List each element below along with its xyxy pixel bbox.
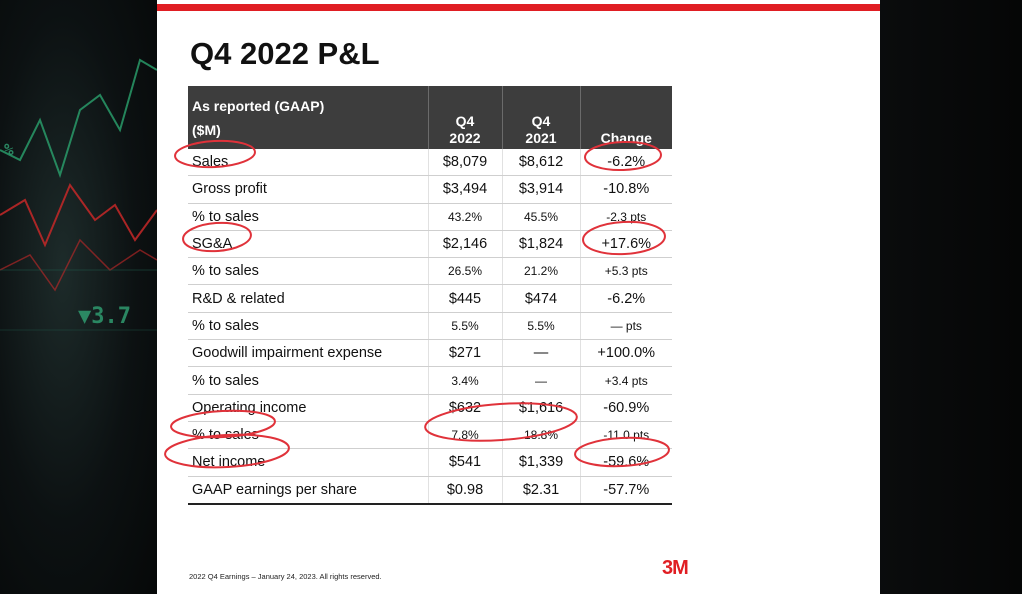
cell-change: -60.9% bbox=[579, 394, 672, 422]
cell-q4-2022: 5.5% bbox=[427, 312, 502, 341]
table-row: % to sales 26.5% 21.2% +5.3 pts bbox=[188, 257, 672, 286]
table-row: Operating income $632 $1,616 -60.9% bbox=[188, 394, 672, 422]
header-change: Change bbox=[579, 86, 672, 149]
cell-change: +100.0% bbox=[579, 339, 672, 368]
cell-change: -6.2% bbox=[579, 149, 672, 177]
row-label: % to sales bbox=[188, 421, 428, 450]
row-label: R&D & related bbox=[188, 284, 428, 313]
header-q4-2021: Q4 2021 bbox=[501, 86, 580, 149]
cell-q4-2021: $3,914 bbox=[501, 175, 580, 204]
cell-q4-2021: $1,616 bbox=[501, 394, 580, 422]
cell-change: -59.6% bbox=[579, 448, 672, 477]
row-label: Goodwill impairment expense bbox=[188, 339, 428, 368]
table-row: Sales $8,079 $8,612 -6.2% bbox=[188, 149, 672, 177]
table-row: % to sales 43.2% 45.5% -2.3 pts bbox=[188, 203, 672, 231]
row-label: % to sales bbox=[188, 257, 428, 286]
cell-change: -57.7% bbox=[579, 476, 672, 505]
row-label: Operating income bbox=[188, 394, 428, 422]
cell-q4-2022: $3,494 bbox=[427, 175, 502, 204]
row-label: Net income bbox=[188, 448, 428, 477]
cell-q4-2022: $541 bbox=[427, 448, 502, 477]
table-row: Net income $541 $1,339 -59.6% bbox=[188, 448, 672, 477]
cell-q4-2021: 21.2% bbox=[501, 257, 580, 286]
pl-table: As reported (GAAP) ($M) Q4 2022 Q4 2021 … bbox=[188, 86, 672, 505]
cell-q4-2022: $445 bbox=[427, 284, 502, 313]
3m-logo: 3M bbox=[662, 557, 689, 579]
table-row: % to sales 5.5% 5.5% — pts bbox=[188, 312, 672, 341]
row-label: SG&A bbox=[188, 230, 428, 259]
header-label-cell: As reported (GAAP) ($M) bbox=[188, 86, 428, 149]
cell-q4-2021: 18.8% bbox=[501, 421, 580, 450]
row-label: Sales bbox=[188, 149, 428, 177]
table-row: SG&A $2,146 $1,824 +17.6% bbox=[188, 230, 672, 259]
header-q4-2021-line1: Q4 bbox=[531, 113, 551, 129]
cell-q4-2022: 26.5% bbox=[427, 257, 502, 286]
background-percent-text: % bbox=[4, 140, 14, 159]
cell-change: — pts bbox=[579, 312, 672, 341]
cell-q4-2021: $2.31 bbox=[501, 476, 580, 505]
cell-q4-2022: $8,079 bbox=[427, 149, 502, 177]
cell-q4-2022: $271 bbox=[427, 339, 502, 368]
row-label: % to sales bbox=[188, 312, 428, 341]
cell-change: -11.0 pts bbox=[579, 421, 672, 450]
header-label-line2: ($M) bbox=[192, 122, 221, 138]
slide: Q4 2022 P&L As reported (GAAP) ($M) Q4 2… bbox=[157, 0, 880, 594]
cell-q4-2021: $1,824 bbox=[501, 230, 580, 259]
row-label: Gross profit bbox=[188, 175, 428, 204]
cell-q4-2022: 43.2% bbox=[427, 203, 502, 231]
cell-q4-2021: — bbox=[501, 339, 580, 368]
cell-q4-2022: 3.4% bbox=[427, 366, 502, 395]
slide-title: Q4 2022 P&L bbox=[190, 36, 380, 71]
header-q4-2022-line2: 2022 bbox=[449, 130, 481, 146]
cell-q4-2022: $632 bbox=[427, 394, 502, 422]
header-q4-2022: Q4 2022 bbox=[427, 86, 502, 149]
background-ticker-text: ▼3.7 bbox=[78, 304, 131, 329]
cell-change: -6.2% bbox=[579, 284, 672, 313]
cell-q4-2021: $8,612 bbox=[501, 149, 580, 177]
table-row: R&D & related $445 $474 -6.2% bbox=[188, 284, 672, 313]
header-q4-2022-line1: Q4 bbox=[455, 113, 475, 129]
cell-q4-2022: 7.8% bbox=[427, 421, 502, 450]
cell-q4-2021: 5.5% bbox=[501, 312, 580, 341]
cell-q4-2021: 45.5% bbox=[501, 203, 580, 231]
row-label: % to sales bbox=[188, 366, 428, 395]
cell-change: -10.8% bbox=[579, 175, 672, 204]
table-header-row: As reported (GAAP) ($M) Q4 2022 Q4 2021 … bbox=[188, 86, 672, 149]
cell-q4-2021: $1,339 bbox=[501, 448, 580, 477]
table-row: % to sales 3.4% — +3.4 pts bbox=[188, 366, 672, 395]
slide-accent-bar bbox=[157, 4, 880, 11]
row-label: % to sales bbox=[188, 203, 428, 231]
cell-q4-2021: — bbox=[501, 366, 580, 395]
background-right-panel bbox=[880, 0, 1022, 594]
table-row: Gross profit $3,494 $3,914 -10.8% bbox=[188, 175, 672, 204]
cell-change: +5.3 pts bbox=[579, 257, 672, 286]
table-row: GAAP earnings per share $0.98 $2.31 -57.… bbox=[188, 476, 672, 505]
row-label: GAAP earnings per share bbox=[188, 476, 428, 505]
cell-q4-2022: $0.98 bbox=[427, 476, 502, 505]
cell-change: +3.4 pts bbox=[579, 366, 672, 395]
background-chart-lines bbox=[0, 58, 157, 331]
header-q4-2021-line2: 2021 bbox=[525, 130, 557, 146]
cell-change: -2.3 pts bbox=[579, 203, 672, 231]
header-label-line1: As reported (GAAP) bbox=[192, 98, 325, 114]
background-stock-chart: % ▼3.7 bbox=[0, 0, 157, 594]
table-row: Goodwill impairment expense $271 — +100.… bbox=[188, 339, 672, 368]
cell-q4-2021: $474 bbox=[501, 284, 580, 313]
table-row: % to sales 7.8% 18.8% -11.0 pts bbox=[188, 421, 672, 450]
cell-q4-2022: $2,146 bbox=[427, 230, 502, 259]
footer-text: 2022 Q4 Earnings – January 24, 2023. All… bbox=[189, 572, 382, 581]
cell-change: +17.6% bbox=[579, 230, 672, 259]
